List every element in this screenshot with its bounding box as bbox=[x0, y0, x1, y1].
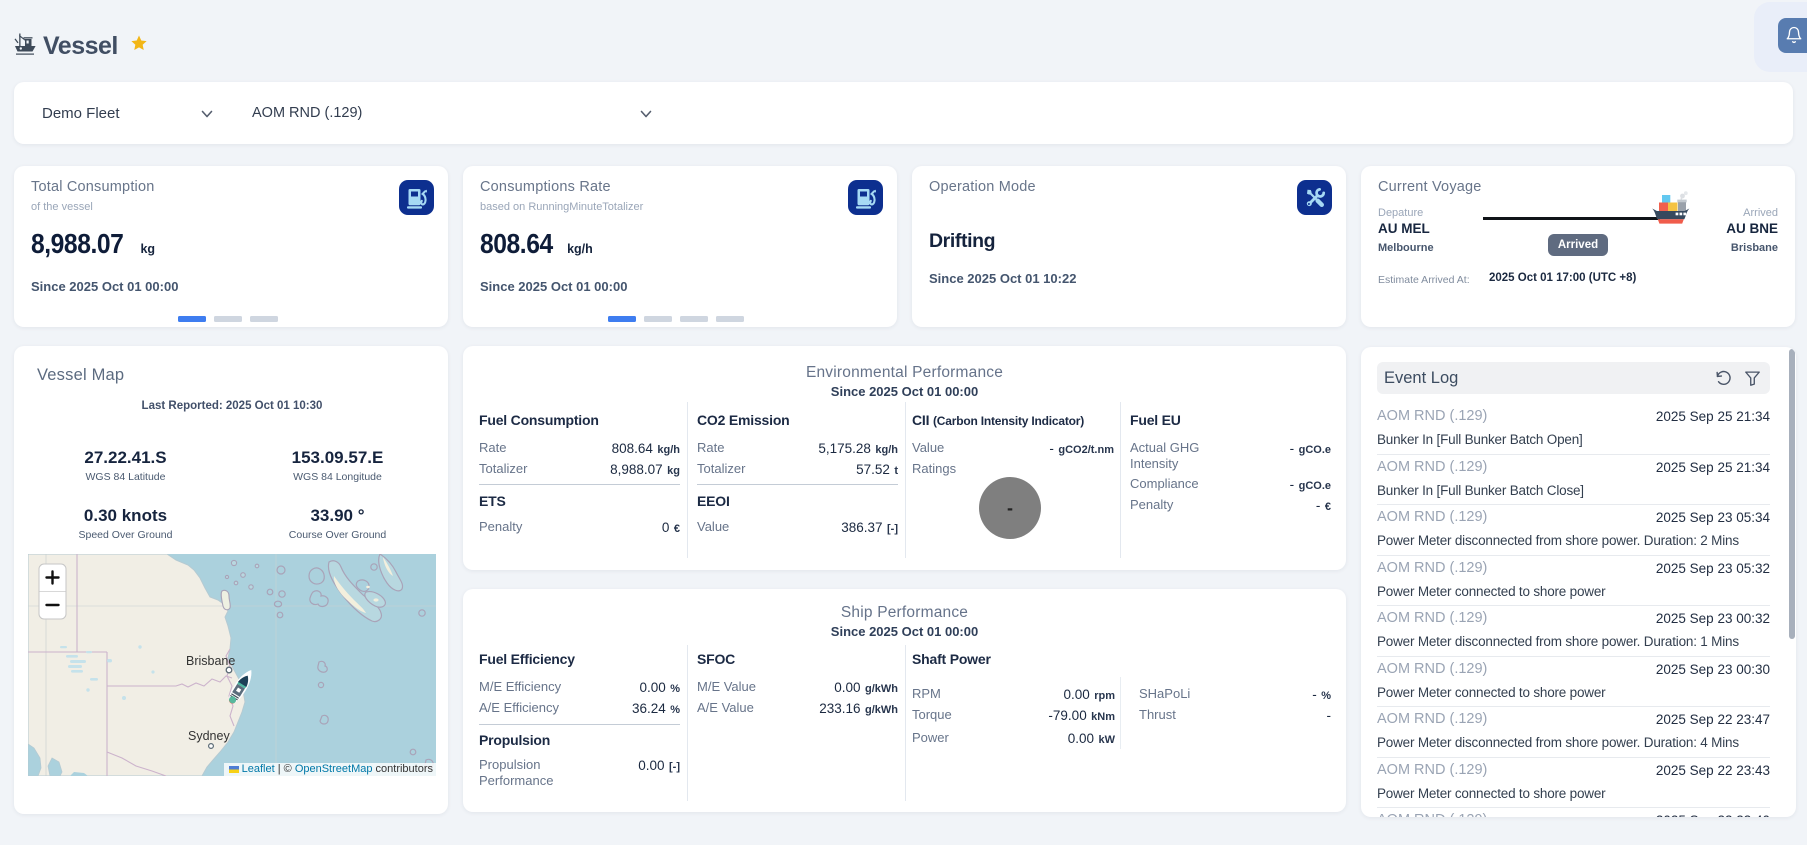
svg-text:Brisbane: Brisbane bbox=[186, 654, 235, 668]
svg-text:Sydney: Sydney bbox=[188, 729, 230, 743]
